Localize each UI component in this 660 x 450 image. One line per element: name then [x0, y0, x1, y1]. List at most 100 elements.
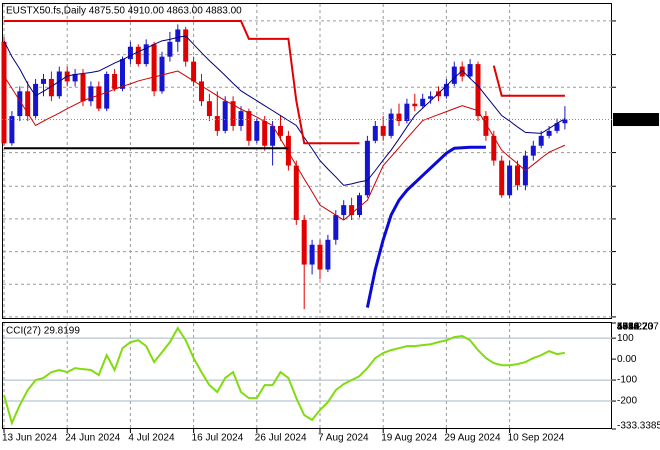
- candle-body: [222, 101, 228, 131]
- candle-body: [143, 44, 149, 65]
- candle-body: [104, 73, 110, 109]
- candle-body: [25, 91, 31, 117]
- candle-body: [530, 145, 536, 156]
- y-tick-label: 172.2737: [617, 322, 659, 333]
- candle-body: [546, 130, 552, 136]
- candle-body: [349, 205, 355, 216]
- indicator-line: [4, 20, 360, 145]
- candle-body: [206, 101, 212, 117]
- candle-body: [404, 103, 410, 122]
- candle-body: [491, 135, 497, 161]
- candle-body: [483, 116, 489, 136]
- candle-body: [357, 195, 362, 216]
- candle-body: [467, 64, 473, 77]
- candle-body: [538, 135, 544, 146]
- x-tick-label: 4 Jul 2024: [128, 433, 175, 444]
- candle-body: [41, 78, 46, 84]
- y-tick-label: 4682.20: [617, 322, 654, 333]
- indicator-line: [3, 35, 566, 186]
- candle-body: [341, 205, 347, 216]
- main-panel: [2, 3, 612, 319]
- candle-body: [56, 71, 62, 97]
- candle-body: [167, 41, 173, 57]
- x-tick-label: 13 Jun 2024: [2, 433, 57, 444]
- candle-body: [191, 61, 197, 82]
- candle-body: [475, 64, 481, 117]
- candle-body: [238, 111, 244, 126]
- x-tick-label: 29 Aug 2024: [444, 433, 501, 444]
- cci-title: CCI(27) 29.8199: [6, 326, 80, 337]
- candle-body: [420, 98, 426, 107]
- candle-body: [451, 66, 457, 84]
- candle-body: [183, 29, 189, 62]
- candle-body: [333, 215, 339, 240]
- candle-body: [135, 46, 141, 65]
- y-tick-label: 0.00: [617, 354, 637, 365]
- candle-body: [48, 78, 54, 97]
- x-tick-label: 19 Aug 2024: [381, 433, 438, 444]
- x-tick-label: 26 Jul 2024: [255, 433, 307, 444]
- candle-body: [562, 119, 568, 124]
- candle-body: [120, 59, 125, 89]
- x-tick-label: 7 Aug 2024: [318, 433, 369, 444]
- y-tick-label: 4484.20: [617, 322, 654, 333]
- y-tick-label: 4550.20: [617, 322, 654, 333]
- y-tick-label: -100: [617, 375, 637, 386]
- candle-body: [214, 116, 220, 131]
- candle-body: [270, 125, 276, 146]
- candle-body: [9, 116, 15, 144]
- candle-body: [175, 29, 181, 42]
- candle-body: [278, 125, 283, 136]
- candle-body: [443, 83, 449, 97]
- candle-body: [325, 239, 331, 270]
- candle-body: [254, 121, 260, 141]
- candle-body: [317, 244, 323, 270]
- y-tick-label: -200: [617, 396, 637, 407]
- y-tick-label: -333.3385: [617, 421, 660, 432]
- candle-body: [293, 165, 299, 220]
- candle-body: [285, 135, 291, 166]
- y-tick-label: 4616.20: [617, 322, 654, 333]
- candle-body: [151, 44, 157, 92]
- candle-body: [72, 73, 78, 82]
- cci-panel: [2, 322, 612, 429]
- candle-body: [309, 244, 315, 265]
- candle-body: [230, 101, 236, 126]
- candle-body: [459, 66, 465, 77]
- candle-body: [554, 123, 560, 131]
- candle-body: [1, 41, 7, 144]
- candle-body: [112, 73, 118, 89]
- candle-body: [159, 56, 165, 92]
- candle-body: [396, 113, 402, 122]
- candle-body: [17, 91, 23, 117]
- candle-body: [507, 165, 513, 196]
- x-tick-label: 24 Jun 2024: [65, 433, 120, 444]
- candle-body: [380, 125, 386, 136]
- candle-body: [246, 111, 252, 141]
- x-tick-label: 16 Jul 2024: [192, 433, 244, 444]
- candle-body: [428, 96, 434, 99]
- candle-body: [80, 73, 86, 102]
- candle-body: [515, 165, 520, 186]
- candle-body: [372, 125, 378, 141]
- indicator-line: [365, 145, 486, 308]
- indicator-line: [3, 70, 566, 221]
- candle-body: [388, 113, 394, 136]
- candle-body: [364, 140, 370, 196]
- candle-body: [301, 219, 307, 265]
- candle-body: [33, 83, 39, 117]
- y-tick-label: 5014.20: [617, 322, 654, 333]
- candle-body: [127, 46, 133, 60]
- main-title: EUSTX50.fs,Daily 4875.50 4910.00 4863.00…: [6, 6, 242, 17]
- x-tick-label: 10 Sep 2024: [508, 433, 565, 444]
- candle-body: [499, 160, 505, 196]
- indicator-line: [492, 65, 565, 97]
- y-tick-label: 4948.20: [617, 322, 654, 333]
- cci-line: [3, 326, 566, 427]
- candle-body: [96, 86, 102, 109]
- candle-body: [88, 86, 94, 102]
- candle-body: [262, 121, 268, 146]
